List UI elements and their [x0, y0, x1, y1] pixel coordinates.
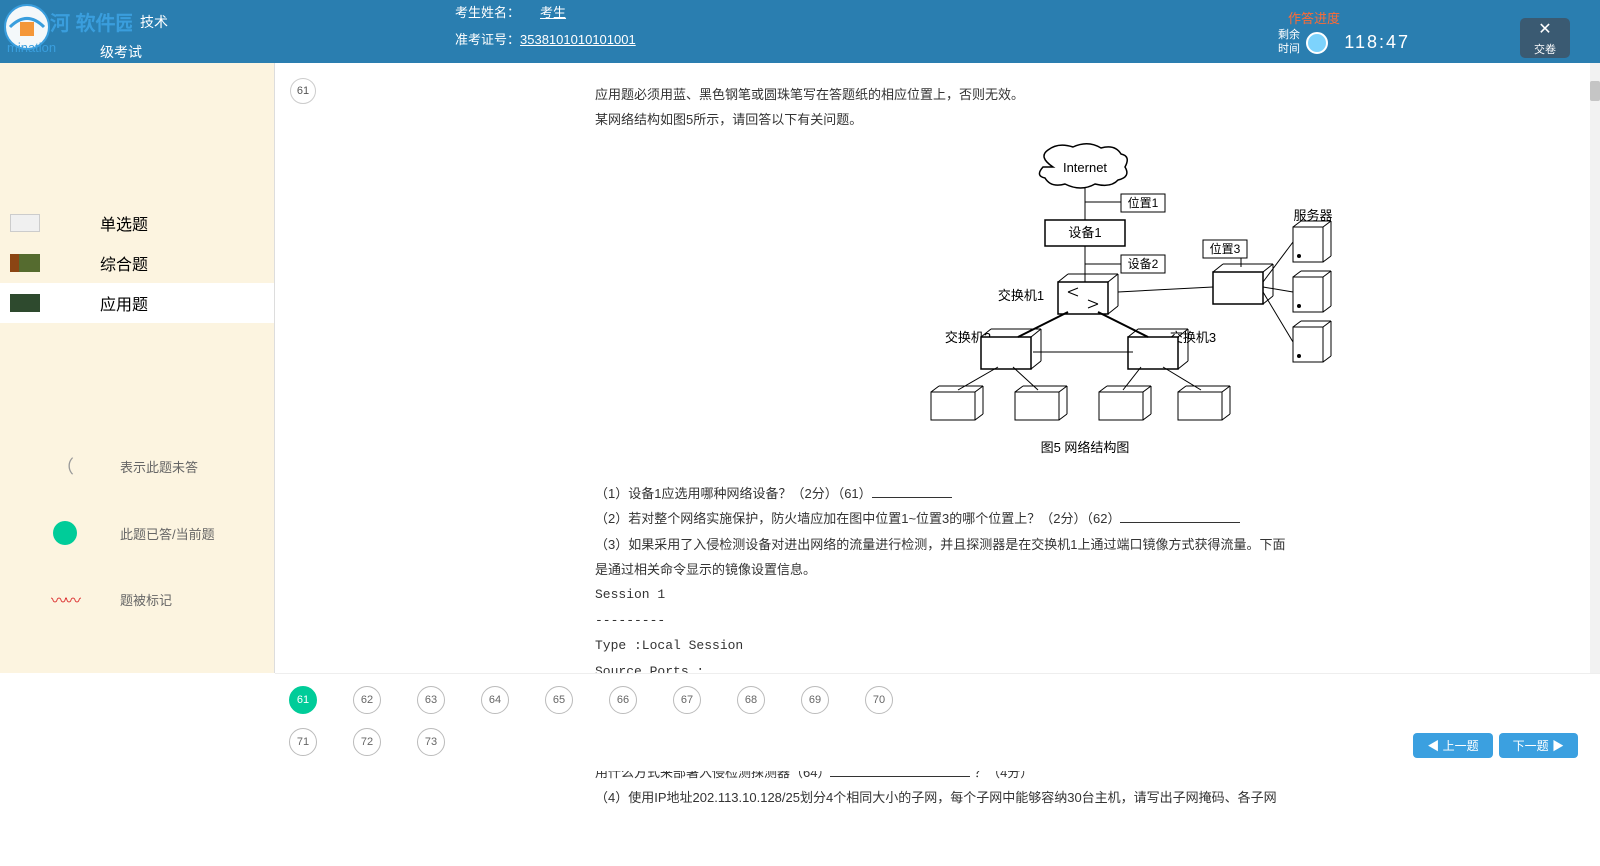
sidebar: 单选题 综合题 应用题 （ 表示此题未答 此题已答/当前题 〰〰 题被标记	[0, 63, 275, 673]
sidebar-item-label: 单选题	[100, 211, 148, 235]
question-navigator: 61 62 63 64 65 66 67 68 69 70 71 72 73	[275, 673, 1600, 771]
svg-text:设备2: 设备2	[1127, 257, 1158, 271]
question-1: （1）设备1应选用哪种网络设备？（2分）（61）	[595, 482, 1570, 505]
network-diagram: Internet 位置1 设备1 设备2	[595, 142, 1570, 472]
qnav-70[interactable]: 70	[865, 686, 893, 714]
sidebar-item-comprehensive[interactable]: 综合题	[0, 243, 274, 283]
qnav-69[interactable]: 69	[801, 686, 829, 714]
qnav-71[interactable]: 71	[289, 728, 317, 756]
sidebar-item-single[interactable]: 单选题	[0, 203, 274, 243]
question-number-badge: 61	[290, 78, 316, 104]
submit-button[interactable]: ✕ 交卷	[1520, 18, 1570, 58]
svg-text:河 软件园: 河 软件园	[50, 11, 132, 35]
clock-icon	[1306, 32, 1328, 54]
svg-text:设备1: 设备1	[1068, 225, 1101, 240]
scrollbar-thumb[interactable]	[1590, 81, 1600, 101]
legend: （ 表示此题未答 此题已答/当前题 〰〰 题被标记	[0, 453, 274, 611]
question-intro2: 某网络结构如图5所示，请回答以下有关问题。	[595, 108, 1570, 131]
question-3b: 是通过相关命令显示的镜像设置信息。	[595, 558, 1570, 581]
session-dash: ---------	[595, 609, 1570, 632]
pager: ◀ 上一题 下一题 ▶	[1413, 733, 1578, 758]
scrollbar-vertical[interactable]	[1590, 63, 1600, 673]
submit-icon: ✕	[1538, 19, 1551, 39]
qnav-66[interactable]: 66	[609, 686, 637, 714]
header: 技术 级考试 考生姓名：考生 准考证号：3538101010101001 作答进…	[0, 0, 1600, 63]
time-label: 剩余 时间	[1278, 28, 1300, 56]
qnav-68[interactable]: 68	[737, 686, 765, 714]
sidebar-item-application[interactable]: 应用题	[0, 283, 274, 323]
qnav-61[interactable]: 61	[289, 686, 317, 714]
qnav-64[interactable]: 64	[481, 686, 509, 714]
svg-text:位置1: 位置1	[1127, 195, 1158, 210]
svg-text:图5 网络结构图: 图5 网络结构图	[1040, 440, 1129, 455]
question-intro: 应用题必须用蓝、黑色钢笔或圆珠笔写在答题纸的相应位置上，否则无效。	[595, 83, 1570, 106]
svg-text:交换机1: 交换机1	[997, 288, 1043, 303]
sidebar-item-label: 综合题	[100, 251, 148, 275]
qnav-65[interactable]: 65	[545, 686, 573, 714]
qnav-72[interactable]: 72	[353, 728, 381, 756]
qnav-73[interactable]: 73	[417, 728, 445, 756]
candidate-info: 考生姓名：考生 准考证号：3538101010101001	[455, 2, 636, 56]
question-4: （4）使用IP地址202.113.10.128/25划分4个相同大小的子网，每个…	[595, 786, 1570, 809]
single-choice-icon	[10, 214, 40, 232]
qnav-62[interactable]: 62	[353, 686, 381, 714]
svg-text:位置3: 位置3	[1209, 241, 1240, 256]
progress-label: 作答进度	[1288, 8, 1340, 27]
session-info: Session 1	[595, 583, 1570, 606]
session-type: Type :Local Session	[595, 634, 1570, 657]
question-2: （2）若对整个网络实施保护，防火墙应加在图中位置1~位置3的哪个位置上？（2分）…	[595, 507, 1570, 530]
exam-title: 技术	[140, 12, 168, 32]
time-remaining: 118:47	[1344, 32, 1410, 53]
prev-button[interactable]: ◀ 上一题	[1413, 733, 1492, 758]
sidebar-item-label: 应用题	[100, 291, 148, 315]
qnav-67[interactable]: 67	[673, 686, 701, 714]
comprehensive-icon	[10, 254, 40, 272]
legend-unanswered: （ 表示此题未答	[50, 453, 274, 479]
svg-text:Internet: Internet	[1062, 160, 1106, 175]
qnav-63[interactable]: 63	[417, 686, 445, 714]
svg-text:mination: mination	[7, 40, 56, 55]
legend-answered: 此题已答/当前题	[50, 521, 274, 545]
watermark-logo: 河 软件园 mination	[2, 2, 132, 60]
application-icon	[10, 294, 40, 312]
next-button[interactable]: 下一题 ▶	[1499, 733, 1578, 758]
question-3a: （3）如果采用了入侵检测设备对进出网络的流量进行检测，并且探测器是在交换机1上通…	[595, 533, 1570, 556]
question-content: 61 应用题必须用蓝、黑色钢笔或圆珠笔写在答题纸的相应位置上，否则无效。 某网络…	[275, 63, 1600, 673]
legend-marked: 〰〰 题被标记	[50, 587, 274, 611]
